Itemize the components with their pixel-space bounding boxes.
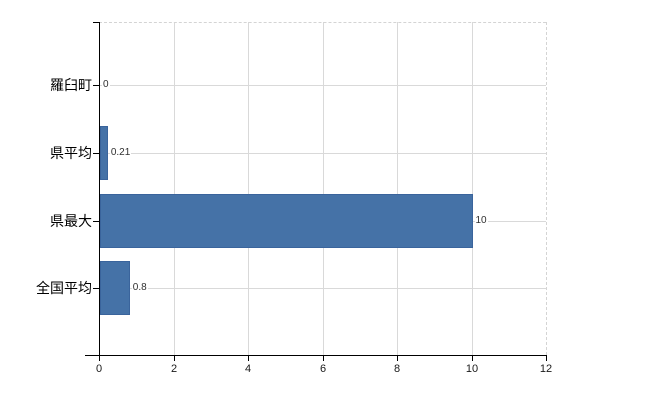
x-tick bbox=[397, 356, 398, 361]
x-tick-label: 8 bbox=[393, 363, 401, 375]
bar bbox=[100, 261, 130, 315]
v-gridline bbox=[174, 22, 175, 355]
x-tick-label: 2 bbox=[170, 363, 178, 375]
category-tick bbox=[93, 288, 99, 289]
x-tick-label: 6 bbox=[319, 363, 327, 375]
x-tick-label: 0 bbox=[95, 363, 103, 375]
y-axis-end-tick bbox=[93, 22, 99, 23]
bar bbox=[100, 126, 108, 180]
x-tick bbox=[174, 356, 175, 361]
v-gridline bbox=[248, 22, 249, 355]
plot-border-top bbox=[99, 22, 546, 24]
x-tick bbox=[546, 356, 547, 361]
v-gridline bbox=[397, 22, 398, 355]
category-label: 県最大 bbox=[50, 213, 92, 229]
x-tick-label: 12 bbox=[539, 363, 553, 375]
bar-value-label: 0.21 bbox=[109, 146, 132, 159]
v-gridline bbox=[323, 22, 324, 355]
x-axis bbox=[85, 355, 547, 356]
category-tick bbox=[93, 85, 99, 86]
category-label: 県平均 bbox=[50, 145, 92, 161]
h-gridline bbox=[100, 288, 546, 289]
x-tick-label: 4 bbox=[244, 363, 252, 375]
h-gridline bbox=[100, 153, 546, 154]
h-gridline bbox=[100, 85, 546, 86]
bar-value-label: 0 bbox=[102, 78, 110, 91]
bar bbox=[100, 194, 473, 248]
category-tick bbox=[93, 221, 99, 222]
category-label: 全国平均 bbox=[36, 280, 92, 296]
bar-value-label: 10 bbox=[474, 214, 488, 227]
x-tick bbox=[472, 356, 473, 361]
y-axis bbox=[99, 22, 100, 356]
x-tick-label: 10 bbox=[465, 363, 479, 375]
x-tick bbox=[323, 356, 324, 361]
x-tick bbox=[248, 356, 249, 361]
bar-value-label: 0.8 bbox=[131, 281, 148, 294]
v-gridline bbox=[472, 22, 473, 355]
category-label: 羅臼町 bbox=[50, 77, 92, 93]
plot-border-right bbox=[546, 22, 548, 355]
x-tick bbox=[99, 356, 100, 361]
category-tick bbox=[93, 153, 99, 154]
